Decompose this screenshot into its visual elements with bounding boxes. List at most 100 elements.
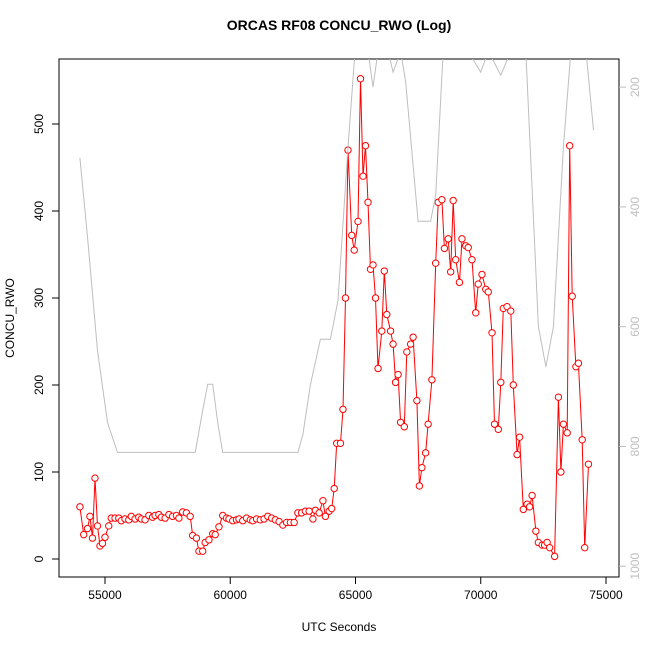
x-tick-label: 65000 — [339, 588, 373, 602]
secondary-line — [79, 59, 594, 453]
data-point — [458, 235, 466, 243]
data-point — [394, 370, 402, 379]
y-tick-label: 200 — [32, 375, 46, 395]
data-point — [581, 543, 589, 552]
data-point — [515, 433, 524, 441]
data-point — [327, 504, 336, 513]
data-point — [341, 294, 350, 302]
data-point — [86, 512, 94, 521]
data-point — [339, 405, 347, 414]
data-point — [574, 359, 583, 367]
data-point — [91, 474, 99, 482]
data-point — [559, 420, 568, 428]
data-point — [406, 340, 415, 348]
chart-title: ORCAS RF08 CONCU_RWO (Log) — [227, 17, 452, 33]
data-point — [497, 378, 505, 387]
data-point — [359, 172, 367, 180]
data-point — [472, 309, 480, 317]
data-point — [451, 256, 460, 264]
data-point — [474, 280, 482, 288]
data-point — [378, 327, 386, 335]
x-tick-label: 60000 — [214, 588, 248, 602]
data-point — [215, 523, 223, 531]
y2-tick-label: 400 — [628, 197, 642, 217]
data-point — [330, 484, 338, 493]
plot-area — [76, 59, 594, 561]
data-point — [101, 533, 109, 541]
data-point — [413, 396, 421, 405]
data-point — [550, 552, 559, 561]
data-point — [478, 270, 486, 279]
data-point — [79, 530, 88, 539]
data-point — [418, 463, 426, 472]
y-tick-label: 500 — [32, 114, 46, 134]
data-point — [421, 449, 430, 457]
data-point — [309, 515, 317, 523]
x-tick-label: 75000 — [589, 588, 623, 602]
data-point — [415, 482, 424, 490]
data-point — [389, 340, 397, 348]
y-tick-label: 0 — [32, 555, 46, 562]
data-point — [321, 512, 330, 521]
y-tick-label: 100 — [32, 462, 46, 482]
data-point — [525, 503, 534, 511]
data-point — [438, 195, 446, 204]
data-point — [455, 278, 464, 287]
data-point — [440, 244, 449, 253]
data-point — [464, 243, 472, 252]
y-tick-label: 300 — [32, 288, 46, 308]
y-tick-label: 400 — [32, 201, 46, 221]
data-point — [105, 522, 113, 530]
data-point — [528, 491, 536, 500]
data-point — [369, 261, 377, 269]
data-point — [484, 288, 492, 296]
data-point — [545, 543, 554, 552]
data-point — [563, 429, 571, 437]
data-point — [361, 142, 370, 150]
data-point — [305, 507, 313, 515]
data-point — [446, 268, 455, 276]
data-point — [315, 509, 323, 517]
data-point — [175, 514, 183, 522]
data-point — [578, 436, 586, 444]
data-point — [319, 497, 327, 505]
data-point — [186, 512, 194, 521]
data-point — [371, 294, 380, 302]
data-point — [290, 518, 298, 527]
data-point — [431, 259, 440, 267]
data-point — [211, 530, 219, 539]
data-point — [409, 333, 417, 341]
data-point — [488, 329, 496, 337]
data-point — [554, 393, 563, 401]
data-point — [428, 376, 436, 384]
data-point — [494, 425, 502, 434]
x-axis-label: UTC Seconds — [302, 620, 377, 634]
data-point — [509, 381, 518, 389]
data-point — [364, 198, 372, 206]
data-point — [380, 267, 389, 275]
data-point — [557, 468, 565, 476]
data-point — [76, 503, 84, 511]
data-point — [568, 292, 576, 300]
data-point — [350, 246, 358, 254]
plot-frame — [58, 58, 620, 578]
data-point — [356, 75, 365, 83]
data-point — [449, 196, 457, 205]
y2-tick-label: 800 — [628, 436, 642, 456]
y2-tick-label: 200 — [628, 77, 642, 97]
x-tick-label: 70000 — [464, 588, 498, 602]
data-point — [98, 539, 107, 548]
data-point — [519, 505, 528, 514]
data-point — [468, 256, 476, 264]
y2-tick-label: 1000 — [628, 553, 642, 580]
data-point — [513, 450, 521, 459]
data-point — [198, 547, 207, 555]
data-point — [205, 536, 213, 544]
data-point — [383, 310, 391, 319]
data-point — [192, 534, 201, 542]
data-point — [348, 231, 356, 240]
x-tick-label: 55000 — [88, 588, 122, 602]
data-point — [424, 420, 432, 428]
data-point — [532, 527, 540, 535]
